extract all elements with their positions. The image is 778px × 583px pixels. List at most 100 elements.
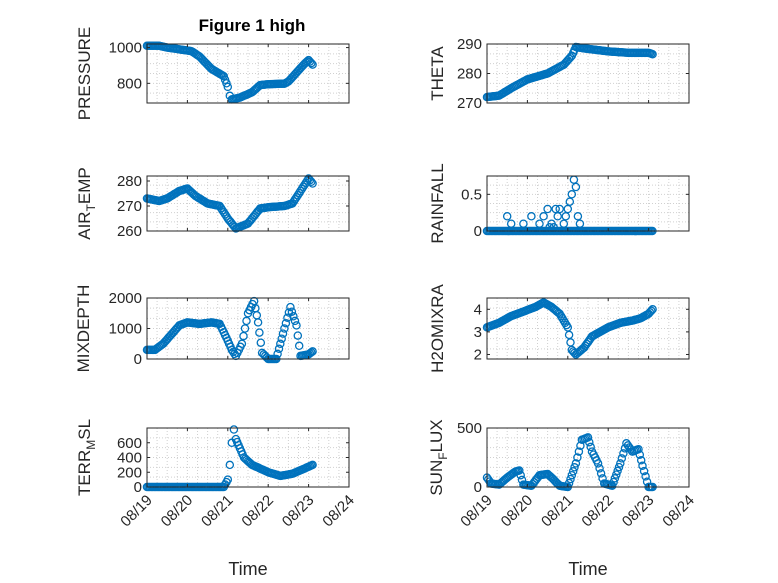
data-point [256,338,266,347]
data-point [308,179,317,188]
data-point [571,459,581,468]
data-point [638,461,647,471]
data-point [519,219,528,228]
data-point [294,341,304,351]
data-point [294,188,304,198]
data-point [543,204,552,214]
y-tick-label: 200 [117,464,142,481]
y-tick-label: 270 [117,198,142,215]
data-point [219,71,229,81]
data-point [527,212,536,221]
data-point [308,347,317,356]
data-point [566,474,575,484]
data-point [639,466,649,476]
data-point [515,466,524,475]
y-axis-label: RAINFALL [428,163,447,243]
data-point [641,472,650,481]
y-tick-label: 0 [474,223,482,240]
y-tick-label: 800 [117,75,142,92]
y-tick-label: 280 [457,66,482,83]
data-point [287,307,297,316]
data-point [237,339,247,349]
data-point [240,324,250,333]
y-axis-label: MIXDEPTH [74,285,93,373]
x-tick-label: 08/24 [319,492,358,531]
data-point [585,437,594,447]
data-point [593,459,603,468]
data-point [636,456,646,465]
data-point [273,349,282,359]
data-point [307,348,316,357]
y-axis-label: SUNFLUX [427,419,450,495]
x-tick-label: 08/22 [578,492,617,531]
subplot-air_temp: 260 270 280 AIRTEMP [75,167,350,240]
data-point [223,475,233,484]
data-point [635,450,645,459]
y-axis-label: PRESSURE [75,27,94,121]
data-point [648,50,657,59]
data-point [574,447,584,456]
data-point [292,193,301,202]
data-point [560,318,570,328]
data-point [535,219,544,228]
data-point [289,312,298,321]
figure-title: Figure 1 high [199,16,306,35]
x-axis-label: Time [228,559,267,579]
y-tick-label: 0 [134,479,142,496]
axes-frame [486,427,690,488]
y-tick-label: 0.5 [461,186,482,203]
data-point [616,459,625,468]
data-point [280,324,289,333]
y-tick-label: 0 [134,351,142,368]
data-point [222,79,231,88]
data-point [274,344,284,354]
data-point [571,182,581,192]
y-tick-label: 1000 [109,321,142,338]
y-tick-label: 4 [474,301,482,318]
data-point [300,180,309,190]
data-point [516,470,525,480]
y-tick-label: 280 [117,173,142,190]
data-point [586,442,595,452]
data-point [568,467,578,476]
data-point [293,331,303,340]
y-axis-label: THETA [428,46,447,101]
data-point [223,82,233,92]
subplot-sun_flux: 0 500 08/19 08/20 08/21 08/22 08/23 08/24 Time SU… [427,419,698,579]
data-point [634,444,643,454]
data-point [559,219,569,228]
data-point [253,318,263,327]
data-point [308,460,317,470]
data-point [276,339,285,349]
x-tick-label: 08/19 [457,492,496,531]
data-point [610,474,620,483]
y-tick-label: 2000 [109,290,142,307]
y-tick-label: 2 [474,346,482,363]
data-point [239,331,248,341]
data-point [225,460,235,470]
x-axis-label: Time [568,559,607,579]
subplot-theta: 270 280 290 THETA [428,36,690,112]
data-point [567,190,577,199]
data-point [567,470,577,480]
axes-frame [486,297,690,360]
x-tick-label: 08/20 [498,492,537,531]
data-point [308,60,317,69]
x-tick-label: 08/24 [659,492,698,531]
y-tick-label: 400 [117,450,142,467]
data-point [565,197,575,206]
subplot-pressure: 800 1000 PRESSURE [75,27,350,121]
y-axis-label: AIRTEMP [75,167,98,240]
data-point [570,463,579,472]
data-point [648,305,657,314]
y-tick-label: 3 [474,324,482,341]
data-point [506,219,516,228]
data-point [555,204,564,214]
y-axis-label: TERRMSL [75,419,98,496]
data-point [307,58,316,68]
x-tick-label: 08/19 [117,492,156,531]
axes-frame [486,175,690,232]
subplot-h2omixra: 2 3 4 H2OMIXRA [428,283,690,373]
